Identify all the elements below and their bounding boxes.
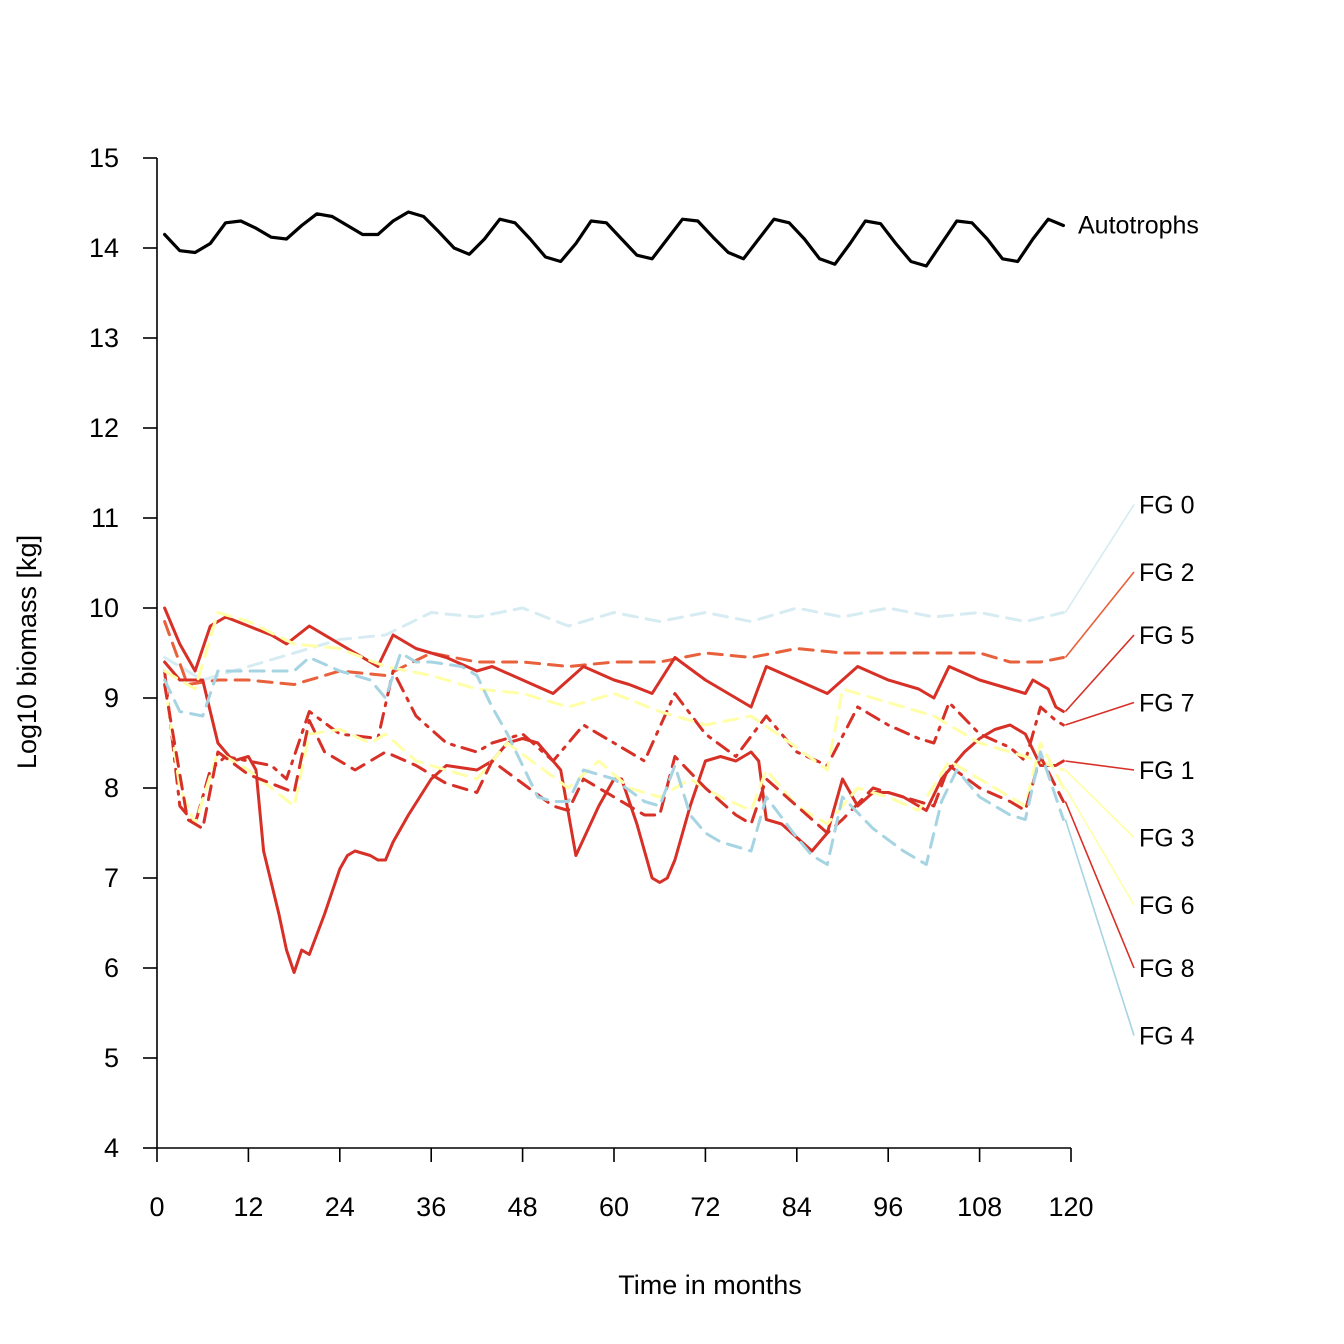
series-line-fg-8	[163, 683, 1065, 835]
series-label-fg-5: FG 5	[1139, 622, 1195, 650]
series-lines	[163, 210, 1066, 974]
y-tick-label: 4	[104, 1133, 119, 1163]
y-tick-label: 6	[104, 953, 119, 983]
y-tick-label: 15	[89, 143, 119, 173]
series-label-fg-2: FG 2	[1139, 559, 1195, 587]
series-label-fg-6: FG 6	[1139, 892, 1195, 920]
y-tick-label: 13	[89, 323, 119, 353]
series-line-fg-5	[163, 606, 1065, 713]
series-label-fg-4: FG 4	[1139, 1023, 1195, 1051]
series-leader-fg-0	[1064, 504, 1135, 613]
x-tick-label: 24	[325, 1192, 355, 1222]
series-line-fg-6	[163, 678, 1065, 826]
series-line-autotrophs	[163, 210, 1066, 268]
y-tick-label: 9	[104, 683, 119, 713]
y-ticks: 4 5 6 7 8 9 10 11 12 13 14 15	[89, 143, 157, 1163]
series-line-fg-3	[163, 611, 1065, 772]
series-leader-fg-3	[1064, 769, 1135, 839]
x-ticks: 0 12 24 36 48 60 72 84 96 108 120	[149, 1148, 1094, 1222]
y-tick-label: 5	[104, 1043, 119, 1073]
series-line-fg-4	[163, 651, 1065, 866]
x-tick-label: 48	[508, 1192, 538, 1222]
x-tick-label: 120	[1048, 1192, 1093, 1222]
series-line-fg-2	[163, 620, 1065, 686]
y-axis-title: Log10 biomass [kg]	[12, 535, 42, 769]
x-axis-title: Time in months	[618, 1270, 802, 1300]
series-leader-fg-5	[1064, 634, 1135, 713]
series-label-fg-1: FG 1	[1139, 757, 1195, 785]
y-tick-label: 10	[89, 593, 119, 623]
series-label-fg-3: FG 3	[1139, 825, 1195, 853]
axes: 4 5 6 7 8 9 10 11 12 13 14 15 0 12 24 36 48 60 72 84 96 108 1…	[89, 143, 1094, 1222]
series-leader-fg-7	[1065, 701, 1135, 726]
x-tick-label: 84	[782, 1192, 812, 1222]
series-label-fg-8: FG 8	[1139, 955, 1195, 983]
series-line-fg-1	[163, 660, 1065, 974]
x-tick-label: 72	[690, 1192, 720, 1222]
series-leader-fg-4	[1064, 819, 1135, 1036]
series-label-autotrophs: Autotrophs	[1078, 212, 1199, 240]
series-line-fg-7	[163, 669, 1065, 826]
x-tick-label: 96	[873, 1192, 903, 1222]
series-labels: FG 0 FG 2 FG 5 FG 7 FG 1 FG 3 FG 6 FG 8 FG 4 Auto…	[1064, 212, 1199, 1051]
y-tick-label: 11	[91, 503, 119, 533]
x-tick-label: 36	[416, 1192, 446, 1222]
y-tick-label: 12	[89, 413, 119, 443]
series-leader-fg-8	[1064, 801, 1135, 969]
x-tick-label: 108	[957, 1192, 1002, 1222]
x-tick-label: 0	[149, 1192, 164, 1222]
series-leader-fg-2	[1064, 571, 1135, 659]
x-tick-label: 12	[233, 1192, 263, 1222]
series-line-fg-0	[163, 606, 1065, 682]
y-tick-label: 8	[104, 773, 119, 803]
series-label-fg-7: FG 7	[1139, 690, 1195, 718]
series-leader-fg-1	[1065, 760, 1135, 771]
series-label-fg-0: FG 0	[1139, 492, 1195, 520]
series-leader-fg-6	[1064, 787, 1135, 906]
y-tick-label: 14	[89, 233, 119, 263]
y-tick-label: 7	[104, 863, 119, 893]
x-tick-label: 60	[599, 1192, 629, 1222]
